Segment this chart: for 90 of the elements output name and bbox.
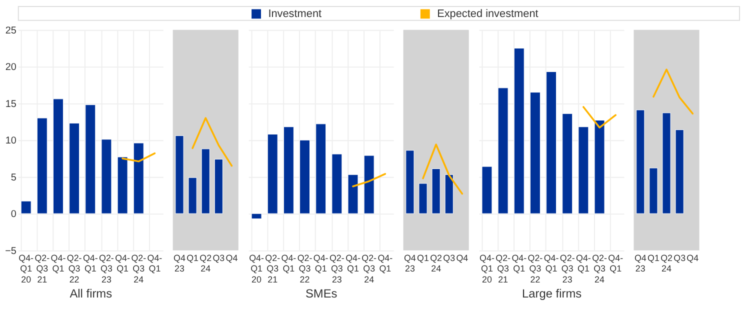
x-tick-label: Q4-Q1 20 [18,252,34,285]
legend-label: Investment [268,8,322,20]
x-tick-label: Q2-Q3 21 [34,252,50,285]
x-tick-label: Q4 [686,252,699,263]
bar [675,130,684,214]
bar [101,139,112,214]
x-tick-label: Q4-Q1 [50,252,66,274]
bar [649,168,658,214]
x-tick-label: Q2-Q3 22 [66,252,82,285]
bar [482,166,492,214]
bar [214,158,223,214]
x-tick-label: Q2-Q3 23 [99,252,114,285]
x-axis-title: SMEs [305,286,338,301]
x-tick-label: Q2-Q3 24 [131,252,146,285]
x-tick-label: Q3 [674,252,686,263]
bar [432,168,440,214]
x-tick-label: Q4 [226,252,238,263]
bar [514,48,524,214]
x-tick-label: Q2 24 [660,252,673,274]
x-tick-label: Q4 23 [634,252,646,274]
x-tick-label: Q2 24 [430,252,442,274]
bar [348,174,358,214]
x-tick-label: Q1 [417,252,429,263]
bar [530,92,540,214]
bar [117,156,128,214]
bar [498,88,508,214]
x-tick-label: Q4-Q1 [512,252,527,274]
y-tick-label: 5 [10,172,17,184]
y-tick-label: 20 [5,62,17,74]
bar [36,118,48,214]
x-tick-label: Q4-Q1 [346,252,360,274]
bar [316,124,326,214]
bar [188,177,197,214]
bar [364,155,374,214]
bar [444,174,454,214]
y-tick-label: 15 [5,98,17,110]
x-axis-title: Large firms [522,286,582,301]
x-tick-label: Q4-Q1 [378,252,393,274]
x-tick-label: Q4-Q1 20 [249,252,264,285]
bar [594,120,605,214]
bar [85,104,96,214]
bar [251,213,262,219]
y-tick-label: 10 [5,136,17,147]
bar [175,135,184,214]
bar [69,122,80,214]
bar [300,140,310,214]
legend-label: Expected investment [437,8,538,20]
x-tick-label: Q2-Q3 24 [362,252,377,285]
bar [578,126,589,214]
bar [20,200,32,214]
bar [546,71,557,214]
x-tick-label: Q2 24 [200,252,212,274]
x-tick-label: Q4-Q1 [576,252,591,274]
x-tick-label: Q3 [212,252,225,263]
y-tick-label: 0 [10,209,17,220]
bar [283,126,294,214]
x-axis-title: All firms [70,286,112,301]
x-tick-label: Q2-Q3 22 [297,252,312,285]
x-tick-label: Q2-Q3 24 [592,252,607,285]
x-tick-label: Q4-Q1 [608,252,624,274]
bar [201,148,210,214]
bar [406,150,414,214]
bar [636,110,645,214]
x-tick-label: Q4-Q1 [115,252,130,274]
x-tick-label: Q2-Q3 23 [329,252,344,285]
y-tick-label: 25 [5,25,17,36]
bar [562,113,573,214]
x-tick-label: Q4-Q1 20 [480,252,494,285]
x-tick-label: Q1 [186,252,199,263]
x-tick-label: Q4-Q1 [281,252,296,274]
bar [133,142,144,214]
x-tick-label: Q4 [456,252,468,263]
x-tick-label: Q2-Q3 22 [528,252,543,285]
bar [332,154,342,214]
x-tick-label: Q4-Q1 [147,252,162,274]
bar [267,134,278,214]
x-tick-label: Q4-Q1 [313,252,328,274]
x-tick-label: Q4-Q1 [82,252,98,274]
x-tick-label: Q2-Q3 21 [265,252,280,285]
y-tick-label: −5 [5,246,17,257]
bar [53,98,64,214]
x-tick-label: Q1 [648,252,660,263]
x-tick-label: Q2-Q3 23 [560,252,575,285]
x-tick-label: Q3 [443,252,456,263]
bar [662,112,671,214]
x-tick-label: Q4-Q1 [544,252,559,274]
bar [418,183,428,214]
x-tick-label: Q4 23 [174,252,186,274]
x-tick-label: Q2-Q3 21 [496,252,511,285]
x-tick-label: Q4 23 [404,252,416,274]
